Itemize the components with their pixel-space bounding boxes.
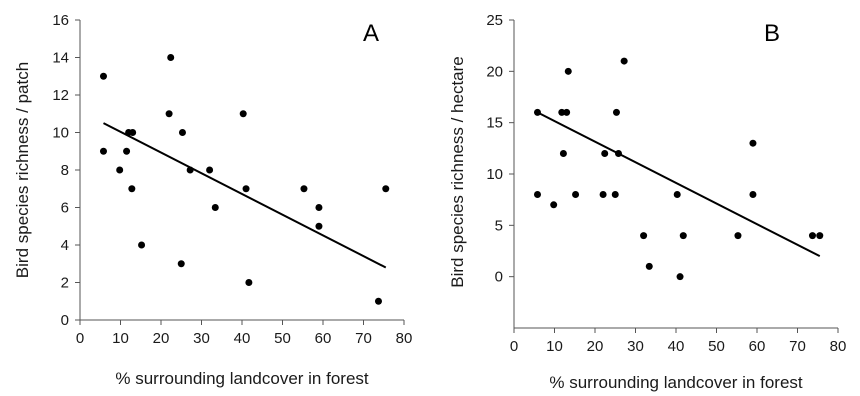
data-point — [808, 232, 816, 240]
y-tick-label: 10 — [52, 125, 69, 142]
trend-group-b — [537, 111, 821, 258]
x-axis-title-b: % surrounding landcover in forest — [549, 373, 803, 392]
data-point — [315, 222, 323, 230]
chart-panel-a: A % surrounding landcover in forest Bird… — [13, 12, 412, 388]
panel-label-a: A — [363, 20, 379, 47]
y-tick-label: 0 — [495, 269, 503, 286]
x-tick-label: 40 — [234, 330, 251, 347]
data-point — [99, 147, 107, 155]
x-tick-label: 80 — [396, 330, 413, 347]
data-point — [563, 108, 571, 116]
data-point — [123, 147, 131, 155]
y-tick-label: 2 — [61, 275, 69, 292]
panel-label-b: B — [764, 20, 780, 47]
point-group-a — [99, 54, 390, 305]
trend-group-a — [103, 122, 387, 269]
data-point — [533, 191, 541, 199]
tick-group-a: 0 2 4 6 8 10 12 14 16 0 10 20 30 40 50 60 70 80 — [52, 12, 412, 347]
data-point — [177, 260, 185, 268]
y-axis-title-b: Bird species richness / hectare — [448, 56, 467, 288]
data-point — [611, 191, 619, 199]
trend-line — [537, 111, 821, 258]
x-tick-label: 10 — [546, 338, 563, 355]
y-tick-label: 20 — [486, 63, 503, 80]
x-tick-label: 70 — [355, 330, 372, 347]
y-tick-label: 15 — [486, 115, 503, 132]
y-tick-label: 14 — [52, 50, 69, 67]
x-tick-label: 50 — [708, 338, 725, 355]
x-tick-label: 60 — [315, 330, 332, 347]
y-tick-label: 5 — [495, 217, 503, 234]
data-point — [374, 297, 382, 305]
x-tick-label: 0 — [76, 330, 84, 347]
data-point — [99, 72, 107, 80]
tick-group-b: 0 5 10 15 20 25 0 10 20 30 40 50 60 70 80 — [486, 12, 846, 355]
x-tick-label: 0 — [510, 338, 518, 355]
data-point — [601, 149, 609, 157]
y-tick-label: 16 — [52, 12, 69, 29]
data-point — [300, 185, 308, 193]
data-point — [315, 204, 323, 211]
data-point — [640, 232, 648, 240]
data-point — [245, 279, 253, 286]
data-point — [676, 273, 684, 281]
data-point — [138, 241, 146, 249]
y-tick-label: 0 — [61, 312, 69, 329]
data-point — [816, 232, 824, 240]
x-tick-label: 70 — [789, 338, 806, 355]
data-point — [129, 129, 137, 136]
data-point — [239, 110, 247, 118]
data-point — [679, 232, 687, 240]
data-point — [734, 232, 742, 240]
data-point — [165, 110, 173, 118]
data-point — [128, 185, 136, 193]
data-point — [242, 185, 250, 193]
data-point — [550, 201, 558, 209]
data-point — [167, 54, 175, 61]
x-tick-label: 60 — [749, 338, 766, 355]
data-point — [749, 139, 757, 147]
data-point — [382, 185, 390, 193]
x-tick-label: 30 — [627, 338, 644, 355]
y-tick-label: 12 — [52, 87, 69, 104]
data-point — [645, 262, 653, 270]
data-point — [620, 57, 628, 65]
data-point — [599, 191, 607, 199]
data-point — [572, 191, 580, 199]
data-point — [558, 108, 566, 116]
y-tick-label: 4 — [61, 237, 69, 254]
y-tick-label: 8 — [61, 162, 69, 179]
x-axis-title-a: % surrounding landcover in forest — [115, 369, 369, 388]
y-tick-label: 6 — [61, 200, 69, 217]
data-point — [116, 166, 124, 174]
y-tick-label: 10 — [486, 166, 503, 183]
y-axis-title-a: Bird species richness / patch — [13, 62, 32, 278]
x-tick-label: 10 — [112, 330, 129, 347]
data-point — [749, 191, 757, 199]
x-tick-label: 40 — [668, 338, 685, 355]
data-point — [206, 166, 214, 174]
x-tick-label: 20 — [587, 338, 604, 355]
data-point — [559, 149, 567, 157]
chart-panel-b: B % surrounding landcover in forest Bird… — [448, 12, 846, 392]
x-tick-label: 30 — [193, 330, 210, 347]
y-tick-label: 25 — [486, 12, 503, 29]
trend-line — [103, 122, 387, 269]
data-point — [178, 129, 186, 136]
x-tick-label: 50 — [274, 330, 291, 347]
point-group-b — [533, 57, 824, 281]
data-point — [673, 191, 681, 199]
data-point — [564, 67, 572, 75]
x-tick-label: 80 — [830, 338, 847, 355]
data-point — [612, 108, 620, 116]
x-tick-label: 20 — [153, 330, 170, 347]
data-point — [211, 204, 219, 211]
